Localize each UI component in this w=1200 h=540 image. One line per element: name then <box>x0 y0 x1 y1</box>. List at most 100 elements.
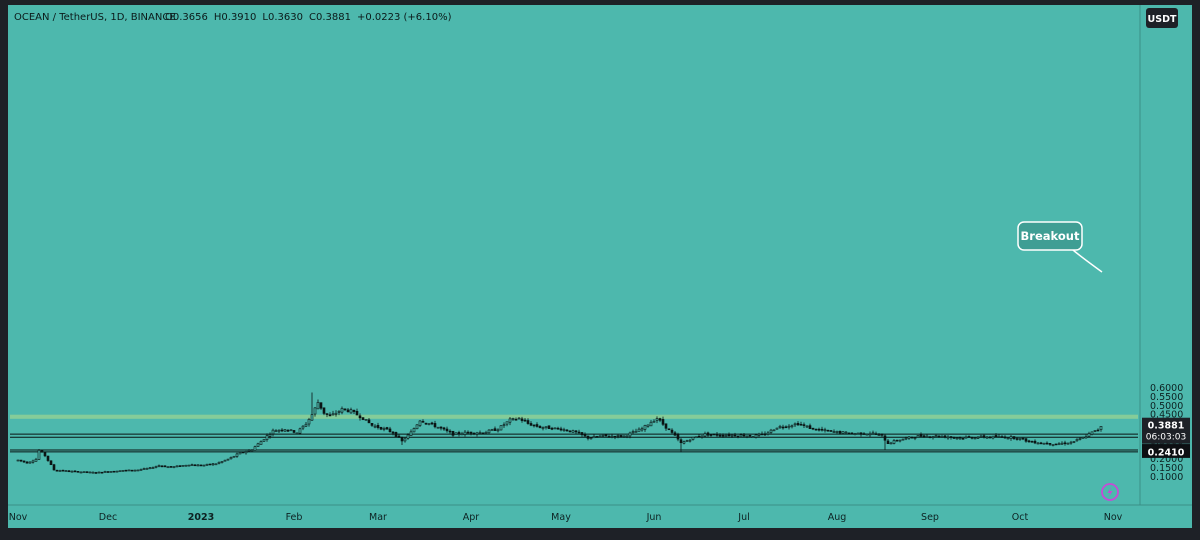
candle-body <box>904 437 908 440</box>
candle-body <box>268 434 272 437</box>
candle-body <box>124 469 128 472</box>
candle-body <box>784 426 788 429</box>
breakout-box <box>1017 221 1083 251</box>
x-tick-label: Nov <box>1104 512 1123 523</box>
candle-body <box>148 467 152 469</box>
breakout-callout: Breakout <box>1017 221 1103 273</box>
candle-body <box>844 431 848 434</box>
candle-body <box>1030 441 1034 443</box>
candle-body <box>304 423 308 427</box>
candle-body <box>1039 442 1043 445</box>
breakout-label: Breakout <box>1021 229 1080 243</box>
candle-body <box>1066 442 1070 445</box>
candle-body <box>214 463 218 466</box>
candle-body <box>517 417 521 420</box>
candle-body <box>1012 436 1016 439</box>
candle-body <box>952 437 956 439</box>
candle-body <box>601 434 605 437</box>
candle-body <box>490 429 494 431</box>
candle-body <box>349 409 353 414</box>
candle-body <box>244 451 248 454</box>
currency-button[interactable]: USDT <box>1146 8 1178 28</box>
candle-body <box>949 436 953 438</box>
candle-body <box>76 471 80 473</box>
currency-button-label[interactable]: USDT <box>1148 14 1177 25</box>
candle-body <box>661 419 665 425</box>
candle-body <box>811 427 815 430</box>
candle-body <box>34 458 38 462</box>
candle-body <box>388 428 392 433</box>
candle-body <box>559 428 563 431</box>
candle-body <box>16 459 20 462</box>
candle-body <box>814 428 818 431</box>
candle-body <box>580 432 584 436</box>
breakout-pointer <box>1072 249 1103 273</box>
candle-body <box>85 471 89 473</box>
candle-body <box>82 471 86 473</box>
candle-body <box>292 430 296 433</box>
candle-body <box>169 466 173 468</box>
candle-body <box>982 435 986 438</box>
candle-body <box>1036 442 1040 445</box>
candle-body <box>922 435 926 438</box>
candle-body <box>556 427 560 430</box>
candle-body <box>499 425 503 431</box>
x-tick-label: Aug <box>828 512 847 523</box>
candle-body <box>343 408 347 411</box>
candle-body <box>157 465 161 467</box>
candle-body <box>532 424 536 427</box>
candle-body <box>1081 437 1085 439</box>
candle-body <box>610 435 614 438</box>
lightning-icon-bolt[interactable] <box>1107 486 1113 498</box>
candle-body <box>775 427 779 430</box>
currency-button-bg[interactable] <box>1146 8 1178 28</box>
candle-body <box>64 470 68 472</box>
candle-body <box>751 436 755 439</box>
candle-body <box>280 429 284 432</box>
candle-body <box>211 463 215 466</box>
lightning-icon[interactable] <box>1101 483 1119 501</box>
candle-body <box>724 435 728 437</box>
candle-body <box>988 436 992 439</box>
plot-background <box>8 5 1192 528</box>
last-price-tag <box>1142 417 1190 444</box>
candle-body <box>877 434 881 436</box>
candle-body <box>763 433 767 436</box>
candle-body <box>856 432 860 435</box>
candle-body <box>553 427 557 430</box>
candle-body <box>832 431 836 433</box>
candle-body <box>1099 426 1103 430</box>
candle-body <box>49 460 53 466</box>
candle-body <box>1078 438 1082 440</box>
candle-body <box>616 435 620 437</box>
candle-body <box>886 440 890 444</box>
candle-body <box>193 464 197 467</box>
candle-body <box>403 438 407 442</box>
candle-body <box>730 434 734 437</box>
y-tick-label: 0.1500 <box>1150 463 1183 474</box>
candle-body <box>658 418 662 421</box>
candle-body <box>262 439 266 442</box>
candle-body <box>196 464 200 467</box>
candle-body <box>457 432 461 435</box>
y-tick-label: 0.6000 <box>1150 383 1183 394</box>
x-tick-label: Oct <box>1012 512 1029 523</box>
candle-body <box>376 424 380 428</box>
candle-body <box>415 424 419 430</box>
x-tick-label: Mar <box>369 512 387 523</box>
candle-body <box>88 471 92 474</box>
candle-body <box>493 428 497 431</box>
candle-body <box>820 428 824 431</box>
candle-body <box>625 435 629 438</box>
candle-body <box>277 429 281 432</box>
candle-body <box>133 469 137 472</box>
candle-body <box>1084 436 1088 439</box>
candle-body <box>703 433 707 437</box>
candle-body <box>466 431 470 434</box>
candle-body <box>19 459 23 462</box>
candle-body <box>937 435 941 438</box>
candle-body <box>79 471 83 474</box>
candle-body <box>691 436 695 440</box>
